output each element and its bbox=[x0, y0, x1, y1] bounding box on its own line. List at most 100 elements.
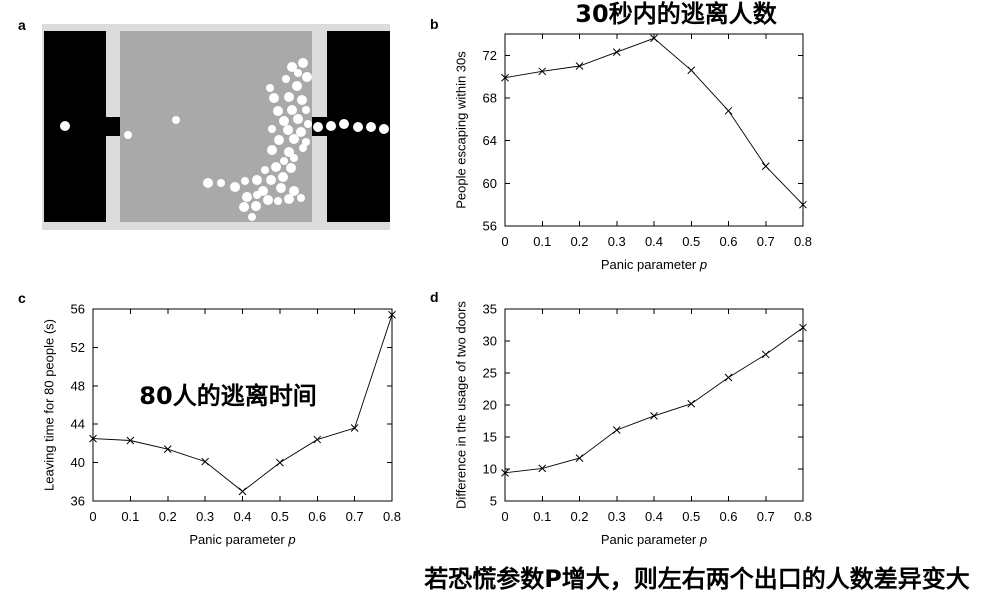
x-tick-label: 0.5 bbox=[271, 509, 289, 524]
pedestrian-dot bbox=[304, 120, 312, 128]
pedestrian-dot bbox=[274, 197, 282, 205]
x-tick-label: 0.6 bbox=[719, 509, 737, 524]
data-point-marker bbox=[612, 426, 621, 434]
pedestrian-dot bbox=[292, 81, 302, 91]
y-tick-label: 35 bbox=[483, 302, 497, 317]
x-tick-label: 0.7 bbox=[757, 234, 775, 249]
x-tick-label: 0.5 bbox=[682, 509, 700, 524]
pedestrian-dot bbox=[124, 131, 132, 139]
x-axis-label: Panic parameter p bbox=[601, 532, 707, 547]
x-tick-label: 0.3 bbox=[608, 234, 626, 249]
data-point-marker bbox=[761, 350, 770, 359]
data-point-marker bbox=[163, 445, 172, 454]
x-tick-label: 0.7 bbox=[757, 509, 775, 524]
x-tick-label: 0.8 bbox=[794, 509, 812, 524]
plot-frame bbox=[504, 33, 804, 227]
pedestrian-dot bbox=[278, 172, 288, 182]
x-tick-label: 0.3 bbox=[196, 509, 214, 524]
y-tick-label: 56 bbox=[483, 219, 497, 234]
pedestrian-dot bbox=[276, 183, 286, 193]
chart-d-door-usage-difference: 0 0.1 0.2 0.3 0.4 0.5 0.6 0.7 0.8 5 10 15 20 25 30 35 Pa… bbox=[454, 301, 813, 547]
y-axis-label: People escaping within 30s bbox=[454, 51, 469, 209]
outside-left-area bbox=[44, 31, 106, 222]
pedestrian-dot bbox=[248, 213, 256, 221]
data-point-marker bbox=[276, 458, 284, 467]
x-tick-label: 0.2 bbox=[159, 509, 177, 524]
x-tick-label: 0.6 bbox=[719, 234, 737, 249]
pedestrian-dot bbox=[297, 95, 307, 105]
x-tick-label: 0.1 bbox=[533, 234, 551, 249]
y-tick-label: 48 bbox=[71, 378, 85, 393]
data-point-marker bbox=[538, 464, 547, 473]
y-tick-label: 15 bbox=[483, 430, 497, 445]
pedestrian-dot bbox=[267, 145, 277, 155]
x-tick-label: 0.2 bbox=[570, 509, 588, 524]
data-point-marker bbox=[313, 435, 322, 444]
data-point-marker bbox=[575, 62, 584, 70]
pedestrian-dot bbox=[287, 105, 297, 115]
pedestrian-dot bbox=[268, 125, 276, 133]
plot-frame bbox=[504, 308, 804, 502]
pedestrian-dot bbox=[353, 122, 363, 132]
pedestrian-dot bbox=[261, 166, 269, 174]
pedestrian-dot bbox=[283, 125, 293, 135]
panel-label-b: b bbox=[430, 16, 439, 32]
y-tick-label: 72 bbox=[483, 48, 497, 63]
pedestrian-dot bbox=[297, 194, 305, 202]
pedestrian-dot bbox=[253, 191, 261, 199]
pedestrian-dot bbox=[274, 135, 284, 145]
data-point-marker bbox=[501, 468, 509, 477]
x-axis-label: Panic parameter p bbox=[189, 532, 295, 547]
panel-label-a: a bbox=[18, 17, 26, 33]
pedestrian-dot bbox=[284, 147, 294, 157]
y-axis-label: Leaving time for 80 people (s) bbox=[42, 319, 57, 491]
x-tick-label: 0.4 bbox=[645, 509, 663, 524]
chart-b-escape-count: 0 0.1 0.2 0.3 0.4 0.5 0.6 0.7 0.8 56 60 64 68 72 Panic… bbox=[454, 33, 812, 272]
data-point-marker bbox=[89, 434, 97, 443]
exit-door-left bbox=[104, 117, 120, 136]
x-tick-label: 0.5 bbox=[682, 234, 700, 249]
data-point-marker bbox=[687, 66, 696, 75]
panel-label-d: d bbox=[430, 289, 439, 305]
pedestrian-dot bbox=[366, 122, 376, 132]
data-point-marker bbox=[126, 436, 135, 445]
pedestrian-dot bbox=[239, 202, 249, 212]
x-tick-label: 0 bbox=[501, 234, 508, 249]
y-tick-label: 40 bbox=[71, 455, 85, 470]
x-tick-label: 0 bbox=[501, 509, 508, 524]
y-tick-label: 25 bbox=[483, 366, 497, 381]
pedestrian-dot bbox=[60, 121, 70, 131]
y-tick-label: 64 bbox=[483, 133, 497, 148]
data-point-marker bbox=[350, 424, 359, 432]
pedestrian-dot bbox=[294, 69, 302, 77]
data-point-marker bbox=[650, 34, 658, 43]
x-tick-label: 0.4 bbox=[645, 234, 663, 249]
data-point-marker bbox=[799, 323, 807, 332]
data-point-marker bbox=[388, 310, 396, 319]
pedestrians bbox=[60, 58, 389, 221]
pedestrian-dot bbox=[298, 58, 308, 68]
x-tick-label: 0.2 bbox=[570, 234, 588, 249]
room-floor bbox=[120, 31, 312, 222]
x-tick-label: 0.1 bbox=[533, 509, 551, 524]
y-tick-label: 60 bbox=[483, 176, 497, 191]
pedestrian-dot bbox=[203, 178, 213, 188]
pedestrian-dot bbox=[289, 134, 299, 144]
pedestrian-dot bbox=[284, 194, 294, 204]
data-point-marker bbox=[724, 106, 733, 115]
y-tick-label: 30 bbox=[483, 334, 497, 349]
evacuation-snapshot bbox=[42, 24, 390, 230]
pedestrian-dot bbox=[279, 116, 289, 126]
pedestrian-dot bbox=[266, 84, 274, 92]
figure-note: 若恐慌参数P增大，则左右两个出口的人数差异变大 bbox=[423, 565, 970, 593]
x-axis-label: Panic parameter p bbox=[601, 257, 707, 272]
y-tick-label: 36 bbox=[71, 494, 85, 509]
data-point-marker bbox=[612, 48, 621, 56]
pedestrian-dot bbox=[293, 114, 303, 124]
pedestrian-dot bbox=[302, 138, 310, 146]
pedestrian-dot bbox=[313, 122, 323, 132]
pedestrian-dot bbox=[266, 175, 276, 185]
data-point-marker bbox=[650, 412, 658, 420]
pedestrian-dot bbox=[269, 93, 279, 103]
